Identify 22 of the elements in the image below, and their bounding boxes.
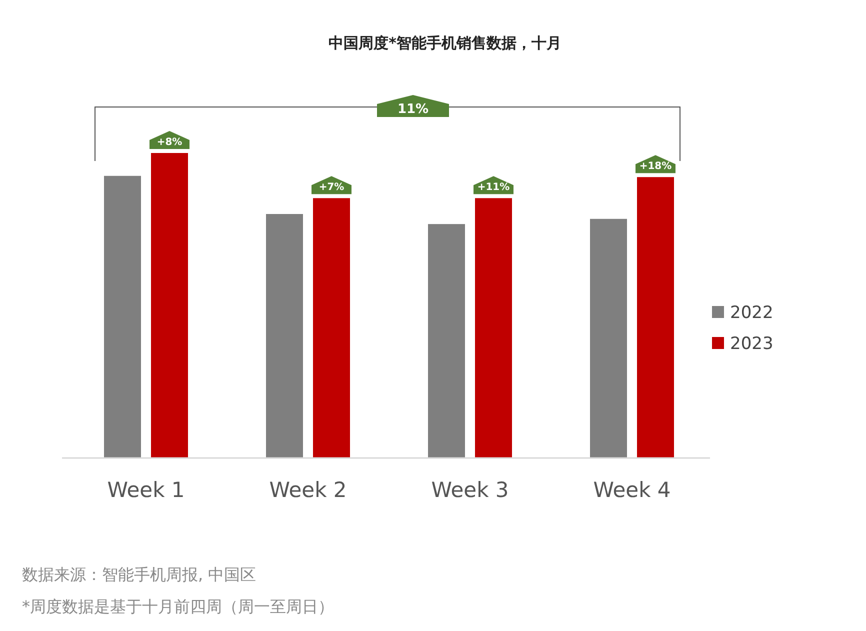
annotation: +8%	[156, 137, 182, 148]
bar	[475, 198, 512, 458]
bar	[104, 176, 141, 458]
x-tick-label: Week 1	[107, 478, 185, 502]
bar	[590, 218, 627, 458]
bar	[637, 177, 674, 458]
bar	[428, 224, 465, 458]
annotation: +11%	[477, 182, 510, 194]
x-tick-label: Week 2	[269, 478, 347, 502]
bar	[151, 153, 188, 458]
bar	[266, 214, 303, 458]
x-tick-label: Week 4	[593, 478, 671, 502]
text: *周度数据是基于十月前四周（周一至周日）	[22, 597, 334, 616]
text: 11%	[397, 102, 429, 117]
annotation: +7%	[318, 182, 344, 194]
chart-title: 中国周度*智能手机销售数据，十月	[328, 34, 562, 52]
bar	[313, 198, 350, 458]
source-note: 数据来源：智能手机周报, 中国区	[22, 565, 256, 584]
x-tick-label: Week 3	[431, 478, 509, 502]
legend-label: 2023	[730, 334, 774, 354]
annotation: +18%	[639, 161, 672, 172]
legend-label: 2022	[730, 303, 774, 323]
